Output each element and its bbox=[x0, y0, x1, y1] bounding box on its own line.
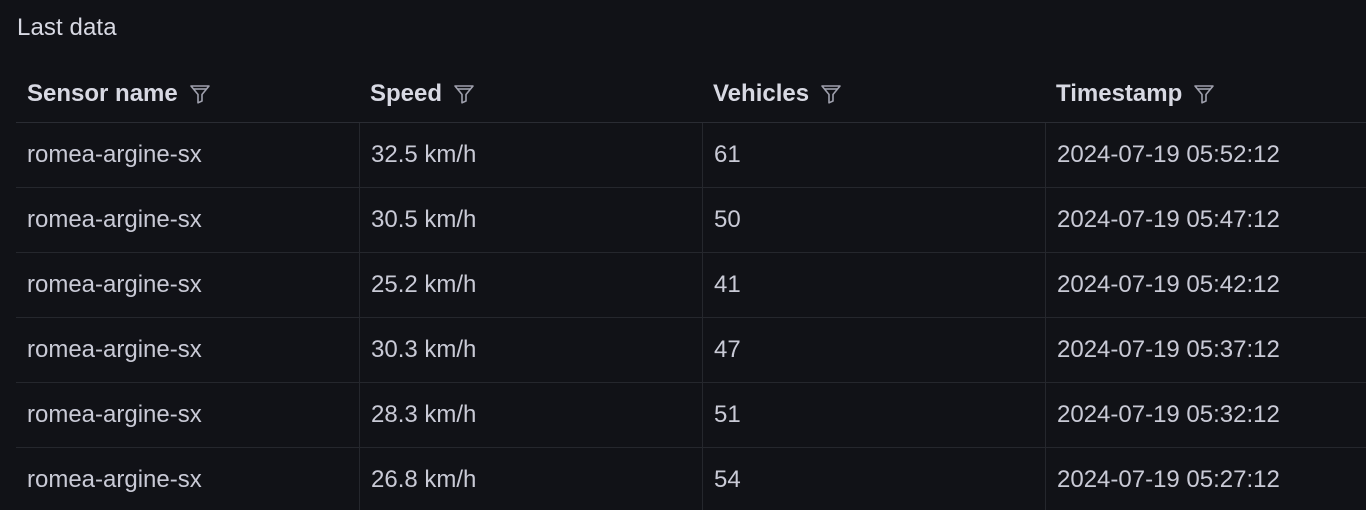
table-header-row: Sensor name Speed Vehicles Timestamp bbox=[16, 66, 1366, 123]
column-header-label: Vehicles bbox=[713, 80, 810, 107]
table-row: romea-argine-sx 26.8 km/h 54 2024-07-19 … bbox=[16, 448, 1366, 510]
filter-icon[interactable] bbox=[452, 82, 476, 106]
cell-vehicles: 61 bbox=[702, 123, 1045, 187]
cell-vehicles: 47 bbox=[702, 318, 1045, 382]
column-header-timestamp[interactable]: Timestamp bbox=[1045, 66, 1366, 122]
cell-sensor-name: romea-argine-sx bbox=[27, 141, 202, 168]
table-row: romea-argine-sx 30.5 km/h 50 2024-07-19 … bbox=[16, 188, 1366, 253]
cell-sensor-name: romea-argine-sx bbox=[27, 336, 202, 363]
table-row: romea-argine-sx 30.3 km/h 47 2024-07-19 … bbox=[16, 318, 1366, 383]
table-row: romea-argine-sx 25.2 km/h 41 2024-07-19 … bbox=[16, 253, 1366, 318]
cell-timestamp: 2024-07-19 05:47:12 bbox=[1045, 188, 1366, 252]
column-header-sensor-name[interactable]: Sensor name bbox=[16, 66, 359, 122]
cell-timestamp: 2024-07-19 05:32:12 bbox=[1045, 383, 1366, 447]
cell-vehicles: 50 bbox=[702, 188, 1045, 252]
table-row: romea-argine-sx 32.5 km/h 61 2024-07-19 … bbox=[16, 123, 1366, 188]
column-header-speed[interactable]: Speed bbox=[359, 66, 702, 122]
cell-sensor-name: romea-argine-sx bbox=[27, 206, 202, 233]
cell-vehicles: 51 bbox=[702, 383, 1045, 447]
cell-speed: 26.8 km/h bbox=[359, 448, 702, 510]
cell-sensor-name: romea-argine-sx bbox=[27, 466, 202, 493]
cell-sensor-name: romea-argine-sx bbox=[27, 401, 202, 428]
cell-speed: 32.5 km/h bbox=[359, 123, 702, 187]
cell-vehicles: 41 bbox=[702, 253, 1045, 317]
cell-speed: 28.3 km/h bbox=[359, 383, 702, 447]
cell-speed: 25.2 km/h bbox=[359, 253, 702, 317]
column-header-label: Sensor name bbox=[27, 80, 178, 107]
data-table: Sensor name Speed Vehicles Timestamp bbox=[16, 66, 1366, 510]
filter-icon[interactable] bbox=[819, 82, 843, 106]
cell-timestamp: 2024-07-19 05:52:12 bbox=[1045, 123, 1366, 187]
cell-timestamp: 2024-07-19 05:27:12 bbox=[1045, 448, 1366, 510]
column-header-label: Speed bbox=[370, 80, 443, 107]
cell-timestamp: 2024-07-19 05:37:12 bbox=[1045, 318, 1366, 382]
filter-icon[interactable] bbox=[1192, 82, 1216, 106]
column-header-vehicles[interactable]: Vehicles bbox=[702, 66, 1045, 122]
panel-title: Last data bbox=[17, 14, 117, 41]
column-header-label: Timestamp bbox=[1056, 80, 1183, 107]
table-row: romea-argine-sx 28.3 km/h 51 2024-07-19 … bbox=[16, 383, 1366, 448]
cell-timestamp: 2024-07-19 05:42:12 bbox=[1045, 253, 1366, 317]
cell-speed: 30.3 km/h bbox=[359, 318, 702, 382]
filter-icon[interactable] bbox=[188, 82, 212, 106]
cell-vehicles: 54 bbox=[702, 448, 1045, 510]
cell-speed: 30.5 km/h bbox=[359, 188, 702, 252]
cell-sensor-name: romea-argine-sx bbox=[27, 271, 202, 298]
